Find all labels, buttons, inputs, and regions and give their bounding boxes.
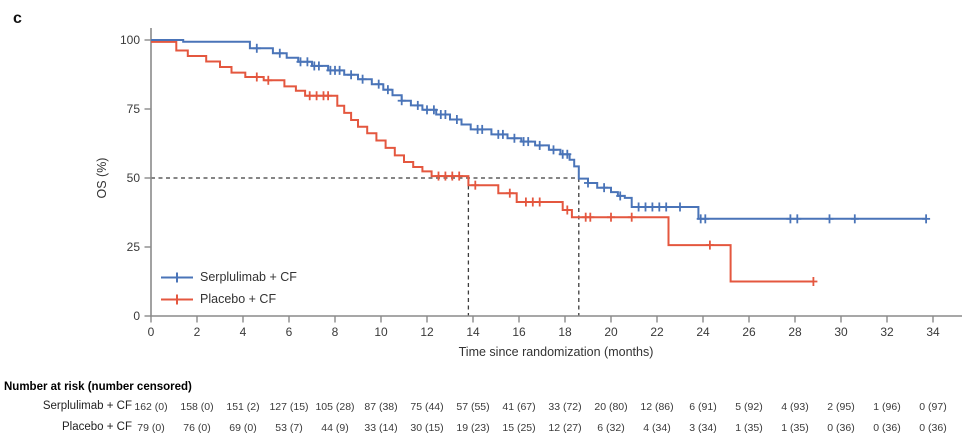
serplulimab-line-marker-icon xyxy=(161,272,193,282)
risk-value: 127 (15) xyxy=(269,401,309,413)
risk-value: 3 (34) xyxy=(689,422,717,434)
risk-value: 6 (91) xyxy=(689,401,717,413)
risk-value: 87 (38) xyxy=(364,401,398,413)
x-tick-label: 30 xyxy=(834,325,848,339)
risk-row-placebo: Placebo + CF 79 (0) 76 (0) 69 (0) 53 (7) 44 … xyxy=(0,421,972,435)
x-tick-label: 24 xyxy=(696,325,710,339)
risk-value: 57 (55) xyxy=(456,401,490,413)
x-tick-label: 28 xyxy=(788,325,802,339)
x-tick-label: 0 xyxy=(148,325,155,339)
risk-value: 1 (35) xyxy=(735,422,763,434)
risk-row-label: Serplulimab + CF xyxy=(42,400,132,412)
x-tick-label: 10 xyxy=(374,325,388,339)
x-tick-label: 26 xyxy=(742,325,756,339)
risk-row-serplulimab: Serplulimab + CF 162 (0) 158 (0) 151 (2) 12… xyxy=(0,400,972,414)
risk-value: 44 (9) xyxy=(321,422,349,434)
x-tick-label: 12 xyxy=(420,325,434,339)
risk-value: 0 (97) xyxy=(919,401,947,413)
x-tick-label: 32 xyxy=(880,325,894,339)
x-axis-label: Time since randomization (months) xyxy=(459,345,654,359)
x-tick-label: 16 xyxy=(512,325,526,339)
risk-value: 12 (27) xyxy=(548,422,582,434)
risk-value: 4 (34) xyxy=(643,422,671,434)
risk-value: 15 (25) xyxy=(502,422,536,434)
x-tick-label: 34 xyxy=(926,325,940,339)
chart-legend: Serplulimab + CF Placebo + CF xyxy=(160,266,297,310)
risk-value: 0 (36) xyxy=(827,422,855,434)
x-tick-label: 6 xyxy=(286,325,293,339)
y-tick-label: 100 xyxy=(120,33,140,47)
legend-label-placebo: Placebo + CF xyxy=(200,292,277,306)
risk-value: 4 (93) xyxy=(781,401,809,413)
y-tick-label: 50 xyxy=(127,171,141,185)
panel-label: c xyxy=(13,10,22,27)
survival-curve-serplulimab xyxy=(151,39,927,220)
x-tick-label: 4 xyxy=(240,325,247,339)
risk-value: 33 (72) xyxy=(548,401,582,413)
risk-value: 158 (0) xyxy=(180,401,214,413)
risk-table-header: Number at risk (number censored) xyxy=(4,381,192,393)
x-tick-label: 20 xyxy=(604,325,618,339)
risk-row-label: Placebo + CF xyxy=(62,421,132,433)
survival-curve-placebo xyxy=(151,40,814,283)
risk-value: 30 (15) xyxy=(410,422,444,434)
risk-value: 79 (0) xyxy=(137,422,165,434)
risk-value: 5 (92) xyxy=(735,401,763,413)
risk-value: 162 (0) xyxy=(134,401,168,413)
x-tick-label: 22 xyxy=(650,325,664,339)
x-tick-label: 8 xyxy=(332,325,339,339)
y-axis-label: OS (%) xyxy=(95,158,109,199)
risk-value: 2 (95) xyxy=(827,401,855,413)
placebo-line-marker-icon xyxy=(161,294,193,304)
risk-value: 105 (28) xyxy=(315,401,355,413)
legend-item-serplulimab: Serplulimab + CF xyxy=(160,266,297,288)
legend-item-placebo: Placebo + CF xyxy=(160,288,297,310)
risk-value: 75 (44) xyxy=(410,401,444,413)
x-tick-label: 14 xyxy=(466,325,480,339)
x-tick-label: 18 xyxy=(558,325,572,339)
risk-value: 0 (36) xyxy=(919,422,947,434)
legend-label-serplulimab: Serplulimab + CF xyxy=(200,270,297,284)
risk-value: 53 (7) xyxy=(275,422,303,434)
risk-value: 76 (0) xyxy=(183,422,211,434)
risk-value: 151 (2) xyxy=(226,401,260,413)
risk-value: 33 (14) xyxy=(364,422,398,434)
y-tick-label: 75 xyxy=(127,102,141,116)
risk-value: 0 (36) xyxy=(873,422,901,434)
risk-value: 1 (96) xyxy=(873,401,901,413)
risk-value: 69 (0) xyxy=(229,422,257,434)
risk-value: 20 (80) xyxy=(594,401,628,413)
risk-value: 19 (23) xyxy=(456,422,490,434)
risk-value: 41 (67) xyxy=(502,401,536,413)
risk-value: 6 (32) xyxy=(597,422,625,434)
x-tick-label: 2 xyxy=(194,325,201,339)
risk-value: 12 (86) xyxy=(640,401,674,413)
risk-value: 1 (35) xyxy=(781,422,809,434)
y-tick-label: 25 xyxy=(127,240,141,254)
y-tick-label: 0 xyxy=(133,309,140,323)
